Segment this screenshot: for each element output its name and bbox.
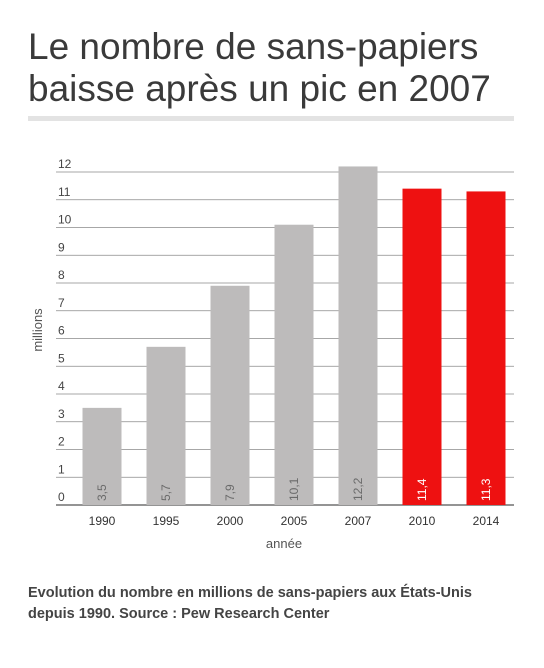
- x-tick-label: 1990: [89, 514, 116, 528]
- bar-value-label: 5,7: [159, 484, 173, 501]
- y-tick-label: 7: [58, 296, 65, 310]
- chart-title: Le nombre de sans-papiers baisse après u…: [28, 26, 491, 109]
- x-tick-label: 2005: [281, 514, 308, 528]
- y-tick-label: 2: [58, 435, 65, 449]
- y-tick-label: 8: [58, 268, 65, 282]
- chart-caption: Evolution du nombre en millions de sans-…: [28, 585, 472, 622]
- bar: [338, 166, 378, 505]
- y-tick-label: 11: [58, 185, 71, 199]
- title-divider: [28, 116, 514, 121]
- x-tick-label: 2000: [217, 514, 244, 528]
- bar-value-label: 11,4: [415, 478, 429, 501]
- x-tick-label: 2014: [473, 514, 500, 528]
- x-tick-label: 2010: [409, 514, 436, 528]
- y-tick-label: 9: [58, 240, 65, 254]
- x-tick-label: 2007: [345, 514, 372, 528]
- bar-value-label: 10,1: [287, 477, 301, 501]
- bars: 3,5 5,7 7,9 10,1 12,2 11,4 11,3: [82, 166, 506, 506]
- y-tick-label: 10: [58, 213, 72, 227]
- bar: [274, 224, 314, 505]
- y-tick-label: 12: [58, 157, 72, 171]
- bar: [146, 346, 186, 505]
- y-tick-label: 1: [58, 462, 65, 476]
- y-tick-label: 3: [58, 407, 65, 421]
- bar-value-label: 11,3: [479, 478, 493, 501]
- y-tick-label: 0: [58, 490, 65, 504]
- x-tick-labels: 1990 1995 2000 2005 2007 2010 2014: [89, 514, 500, 528]
- y-tick-label: 6: [58, 324, 65, 338]
- bar: [82, 407, 122, 505]
- bar-value-label: 3,5: [95, 484, 109, 501]
- bar: [210, 285, 250, 505]
- y-axis-label: millions: [30, 308, 45, 352]
- bar: [402, 188, 442, 505]
- x-axis-label: année: [266, 536, 302, 551]
- x-tick-label: 1995: [153, 514, 180, 528]
- y-tick-label: 5: [58, 351, 65, 365]
- bar-value-label: 12,2: [351, 477, 365, 501]
- bar-value-label: 7,9: [223, 484, 237, 501]
- bar: [466, 191, 506, 506]
- y-tick-label: 4: [58, 379, 65, 393]
